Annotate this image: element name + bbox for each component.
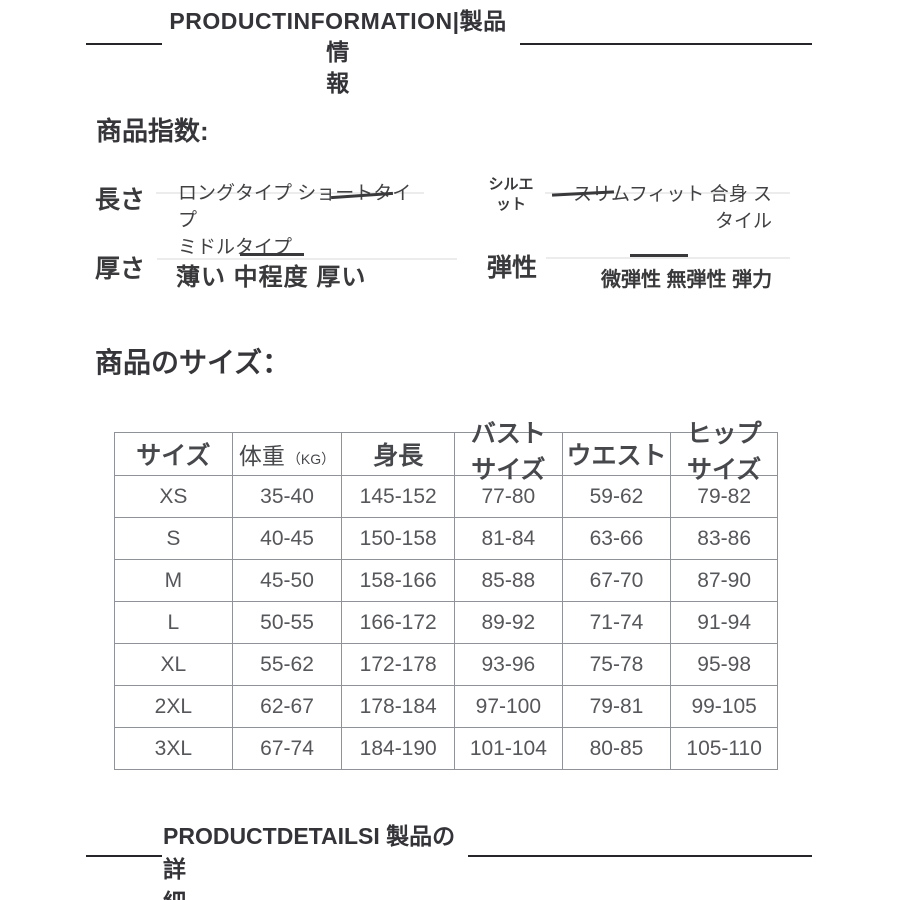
spec-label-silhouette: シルエ ット (488, 176, 534, 213)
cell-bust: 89-92 (454, 601, 563, 644)
cell-weight: 35-40 (231, 475, 343, 518)
cell-waist: 67-70 (561, 559, 672, 602)
col-header-size: サイズ (114, 432, 233, 476)
section-title-product-details: PRODUCTDETAILSI 製品の詳 細 (163, 823, 456, 900)
cell-size: XL (114, 643, 233, 686)
cell-weight: 40-45 (231, 517, 343, 560)
product-size-heading: 商品のサイズ： (95, 347, 291, 378)
scale-line-elasticity (546, 257, 790, 259)
cell-weight: 45-50 (231, 559, 343, 602)
cell-size: 3XL (114, 727, 233, 770)
col-header-weight: 体重 （KG） (231, 432, 343, 476)
spec-label-thickness: 厚さ (95, 255, 146, 283)
section-title-product-information: PRODUCTINFORMATION|製品情 報 (169, 8, 507, 96)
cell-bust: 97-100 (454, 685, 563, 728)
cell-size: L (114, 601, 233, 644)
cell-weight: 50-55 (231, 601, 343, 644)
cell-weight: 55-62 (231, 643, 343, 686)
cell-bust: 81-84 (454, 517, 563, 560)
size-table: サイズ 体重 （KG） 身長 バスト サイズ ウエスト ヒップ サイズ XS 35… (114, 420, 778, 770)
cell-waist: 75-78 (561, 643, 672, 686)
cell-waist: 63-66 (561, 517, 672, 560)
table-header-row: サイズ 体重 （KG） 身長 バスト サイズ ウエスト ヒップ サイズ (114, 420, 778, 484)
scale-line-length (156, 192, 424, 194)
col-header-hip: ヒップ サイズ (670, 420, 778, 484)
spec-label-elasticity: 弾性 (487, 254, 538, 282)
bust-label: バスト サイズ (470, 420, 546, 484)
cell-height: 184-190 (341, 727, 456, 770)
cell-size: S (114, 517, 233, 560)
cell-height: 145-152 (341, 475, 456, 518)
product-index-heading: 商品指数: (96, 116, 209, 146)
hip-label: ヒップ サイズ (686, 420, 762, 484)
table-row-l: L 50-55 166-172 89-92 71-74 91-94 (114, 601, 778, 644)
divider-line-bottom-left (86, 855, 162, 857)
cell-height: 150-158 (341, 517, 456, 560)
divider-line-top-left (86, 43, 162, 45)
table-row-3xl: 3XL 67-74 184-190 101-104 80-85 105-110 (114, 727, 778, 770)
cell-hip: 87-90 (670, 559, 778, 602)
scale-line-thickness (157, 258, 457, 260)
cell-hip: 83-86 (670, 517, 778, 560)
weight-unit: （KG） (286, 451, 336, 467)
table-row-xl: XL 55-62 172-178 93-96 75-78 95-98 (114, 643, 778, 686)
selection-overline-thickness (240, 253, 304, 256)
weight-label: 体重 (238, 443, 285, 469)
selection-overline-elasticity (630, 254, 688, 257)
cell-bust: 93-96 (454, 643, 563, 686)
spec-label-length: 長さ (95, 186, 146, 214)
table-row-m: M 45-50 158-166 85-88 67-70 87-90 (114, 559, 778, 602)
cell-weight: 67-74 (231, 727, 343, 770)
cell-waist: 59-62 (561, 475, 672, 518)
cell-hip: 95-98 (670, 643, 778, 686)
spec-value-thickness: 薄い 中程度 厚い (176, 264, 367, 291)
table-row-s: S 40-45 150-158 81-84 63-66 83-86 (114, 517, 778, 560)
table-row-2xl: 2XL 62-67 178-184 97-100 79-81 99-105 (114, 685, 778, 728)
col-header-waist: ウエスト (561, 432, 672, 476)
cell-size: 2XL (114, 685, 233, 728)
cell-hip: 91-94 (670, 601, 778, 644)
cell-bust: 85-88 (454, 559, 563, 602)
cell-waist: 80-85 (561, 727, 672, 770)
col-header-height: 身長 (341, 432, 456, 476)
cell-height: 172-178 (341, 643, 456, 686)
cell-weight: 62-67 (231, 685, 343, 728)
cell-hip: 79-82 (670, 475, 778, 518)
cell-size: M (114, 559, 233, 602)
cell-hip: 105-110 (670, 727, 778, 770)
cell-height: 178-184 (341, 685, 456, 728)
cell-bust: 77-80 (454, 475, 563, 518)
cell-hip: 99-105 (670, 685, 778, 728)
spec-value-silhouette: スリムフィット 合身 ス タイル (572, 184, 772, 232)
divider-line-bottom-right (468, 855, 812, 857)
divider-line-top-right (520, 43, 812, 45)
spec-value-elasticity: 微弾性 無弾性 弾力 (601, 269, 773, 291)
table-row-xs: XS 35-40 145-152 77-80 59-62 79-82 (114, 475, 778, 518)
cell-waist: 71-74 (561, 601, 672, 644)
cell-bust: 101-104 (454, 727, 563, 770)
col-header-bust: バスト サイズ (454, 420, 563, 484)
cell-waist: 79-81 (561, 685, 672, 728)
cell-height: 166-172 (341, 601, 456, 644)
cell-size: XS (114, 475, 233, 518)
scale-line-silhouette (545, 192, 790, 194)
cell-height: 158-166 (341, 559, 456, 602)
